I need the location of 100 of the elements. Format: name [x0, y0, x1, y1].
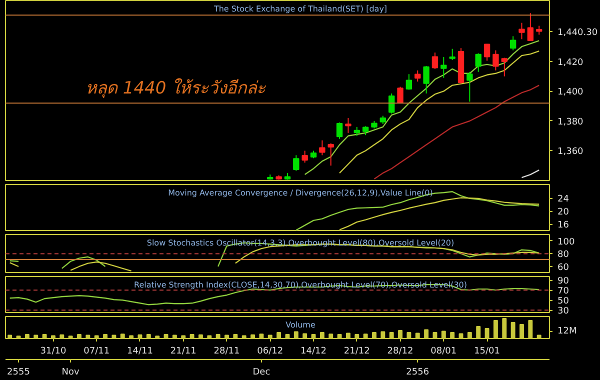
bar: [328, 334, 334, 338]
y-tick-label: 50: [558, 296, 570, 307]
candlestick: [406, 74, 412, 90]
candlestick: [397, 86, 404, 104]
bar: [450, 332, 455, 338]
candlestick: [475, 52, 482, 72]
x-tick-label: 14/11: [127, 346, 153, 356]
bar: [103, 334, 108, 338]
y-tick-label: 1,360: [558, 147, 584, 158]
line-series: [296, 191, 540, 230]
candlestick: [328, 142, 334, 166]
candlestick: [466, 71, 473, 102]
text: Nov: [62, 368, 80, 378]
bar: [372, 332, 376, 338]
bar: [42, 334, 47, 338]
bar: [510, 322, 516, 338]
x-tick-label: 08/01: [430, 346, 457, 356]
line-series: [338, 50, 540, 174]
candlestick: [336, 122, 343, 140]
y-tick-label: 60: [558, 262, 570, 273]
bar: [432, 332, 438, 338]
bar: [528, 320, 533, 338]
y-tick-label: 100: [558, 237, 575, 248]
y-tick-label: 1,440.30: [558, 28, 598, 38]
x-tick-label: 28/12: [387, 346, 414, 356]
x-tick-label: 15/01: [474, 346, 500, 356]
y-tick-label: 16: [558, 220, 570, 231]
x-tick-label: 21/12: [344, 346, 370, 356]
candlestick: [518, 22, 525, 40]
bar: [424, 329, 429, 338]
candlestick: [484, 43, 490, 62]
y-tick-label: 80: [558, 250, 570, 260]
x-tick-label: 07/11: [84, 346, 110, 356]
bar: [493, 320, 498, 338]
y-tick-label: 1,420: [558, 58, 584, 68]
text: Moving Average Convergence / Divergence(26,12,9),Value Line(0): [168, 188, 433, 198]
annotation: หลุด 1440 ให้ระวังอีกล่ะ: [86, 78, 267, 98]
bar: [77, 334, 82, 338]
x-tick-label: 31/10: [40, 346, 66, 356]
text: 12M: [558, 326, 577, 336]
bar: [68, 336, 73, 338]
bar: [120, 334, 125, 338]
candlestick: [432, 52, 438, 70]
y-tick-label: 30: [558, 306, 570, 317]
bar: [294, 331, 298, 338]
line-series: [304, 40, 540, 176]
bar: [276, 332, 282, 338]
bar: [155, 336, 160, 338]
bar: [146, 334, 151, 338]
candlestick: [501, 57, 508, 77]
y-tick-label: 70: [558, 286, 570, 297]
candlestick: [293, 154, 300, 172]
chart-title: Volume: [286, 320, 316, 330]
bar: [320, 332, 324, 338]
x-tick-label: 06/12: [257, 346, 284, 356]
candlestick: [302, 150, 308, 164]
bar: [242, 335, 246, 338]
bar: [337, 334, 342, 338]
bar: [406, 332, 412, 338]
text: Dec: [252, 368, 270, 378]
candlestick: [527, 12, 534, 42]
bar: [250, 334, 256, 338]
bar: [285, 334, 290, 338]
candlestick: [449, 48, 456, 61]
y-tick-label: 90: [558, 276, 570, 287]
candlestick: [414, 70, 421, 82]
candlestick: [388, 92, 395, 114]
bar: [259, 334, 264, 338]
text: The Stock Exchange of Thailand(SET) [day]: [212, 4, 388, 14]
candlestick: [440, 56, 447, 78]
text: 2556: [406, 368, 430, 378]
bar: [207, 335, 212, 338]
candlestick: [319, 140, 326, 156]
y-tick-label: 1,380: [558, 117, 584, 128]
candlestick: [345, 118, 352, 134]
y-tick-label: 20: [558, 208, 570, 218]
bar: [346, 332, 350, 338]
bar: [476, 326, 481, 338]
bar: [216, 334, 220, 338]
text: 2555: [7, 368, 30, 378]
bar: [363, 334, 368, 338]
bar: [520, 324, 524, 338]
bar: [467, 332, 472, 338]
y-tick-label: 1,400: [558, 88, 584, 98]
bar: [415, 332, 420, 338]
y-tick-label: 24: [558, 194, 570, 205]
bar: [24, 334, 30, 338]
bar: [389, 332, 394, 338]
x-tick-label: 28/11: [214, 346, 240, 356]
bar: [380, 331, 386, 338]
bar: [198, 334, 203, 338]
bar: [129, 335, 134, 338]
bar: [190, 334, 194, 338]
x-tick-label: 21/11: [170, 346, 196, 356]
bar: [302, 333, 308, 338]
bar: [233, 334, 238, 338]
candlestick: [492, 50, 499, 71]
candlestick: [423, 65, 430, 94]
line-series: [374, 84, 540, 180]
candlestick: [510, 36, 516, 51]
